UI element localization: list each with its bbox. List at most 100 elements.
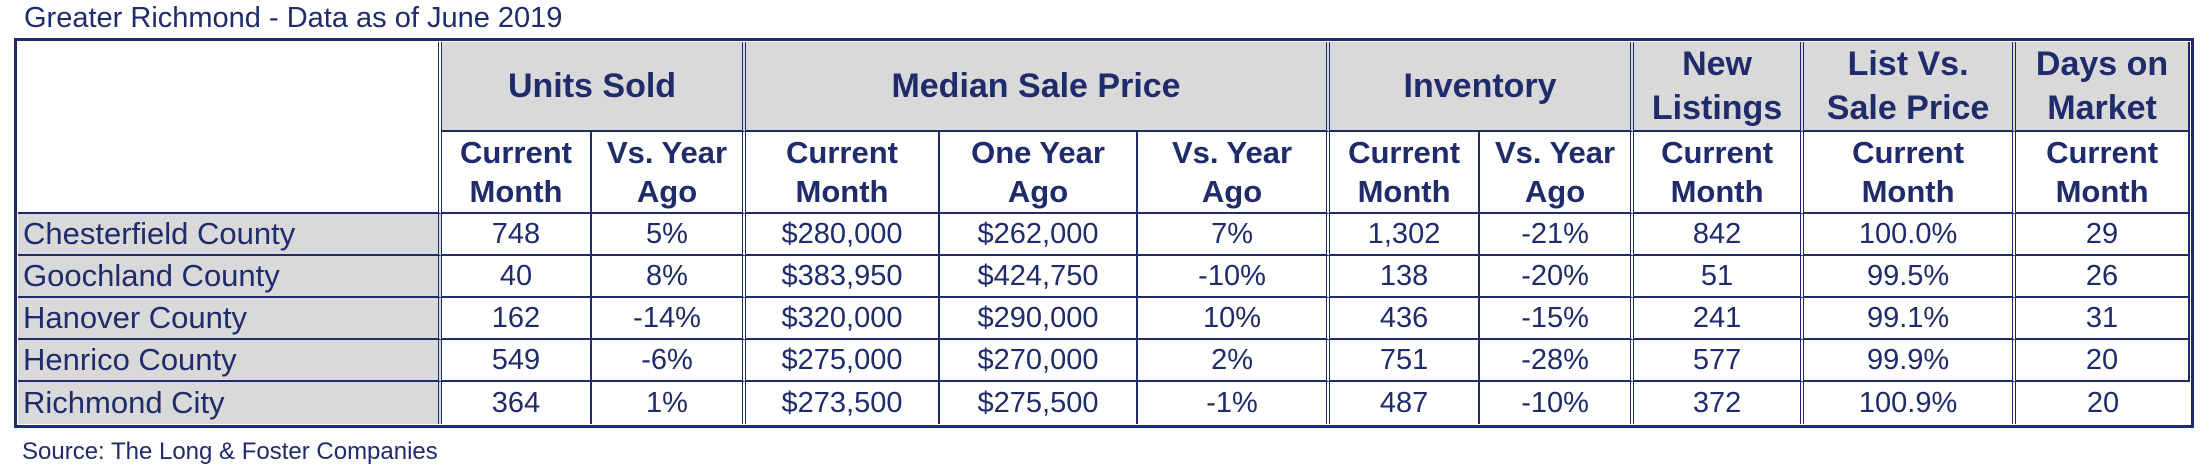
cell-inv-vs: -15%	[1480, 298, 1635, 340]
header-median-sale-price: Median Sale Price	[746, 42, 1331, 132]
cell-new-listings: 51	[1634, 256, 1805, 298]
cell-price-year-ago: $262,000	[940, 214, 1139, 256]
row-name: Richmond City	[18, 382, 442, 424]
subheader-text: Current	[786, 135, 898, 170]
subheader-dom-current: Current Month	[2016, 132, 2191, 214]
cell-units-vs: 5%	[592, 214, 747, 256]
cell-units-vs: 8%	[592, 256, 747, 298]
header-new-listings-line1: New	[1682, 45, 1753, 83]
cell-price-current: $273,500	[746, 382, 941, 424]
cell-dom: 20	[2086, 386, 2120, 419]
corner-header-cell	[18, 42, 442, 214]
row-name: Chesterfield County	[18, 214, 442, 256]
cell-price-current: $275,000	[746, 340, 941, 382]
cell-price-vs: -10%	[1138, 256, 1331, 298]
subheader-text: Month	[2055, 174, 2149, 209]
subheader-text: Month	[469, 174, 563, 209]
row-name: Goochland County	[18, 256, 442, 298]
subheader-price-current: Current Month	[746, 132, 941, 214]
subheader-inventory-current: Current Month	[1330, 132, 1481, 214]
header-units-sold: Units Sold	[442, 42, 747, 132]
cell-dom: 29	[2016, 214, 2191, 256]
header-days-on-market: Days on Market	[2016, 42, 2191, 132]
table-row: Chesterfield County 748 5% $280,000 $262…	[18, 214, 2191, 256]
subheader-text: Vs. Year	[606, 135, 728, 170]
source-note: Source: The Long & Foster Companies	[22, 438, 438, 465]
header-dom-line1: Days on	[2035, 45, 2169, 83]
cell-units-current: 364	[442, 382, 592, 424]
subheader-price-one-year-ago: One Year Ago	[940, 132, 1139, 214]
cell-new-listings: 577	[1634, 340, 1805, 382]
cell-inv-current: 751	[1330, 340, 1481, 382]
cell-list-vs-sale: 100.9%	[1804, 382, 2017, 424]
subheader-price-vs-year: Vs. Year Ago	[1138, 132, 1331, 214]
cell-price-year-ago: $270,000	[940, 340, 1139, 382]
cell-inv-vs: -21%	[1480, 214, 1635, 256]
cell-dom: 31	[2016, 298, 2191, 340]
cell-inv-current: 436	[1330, 298, 1481, 340]
cell-inv-current: 487	[1330, 382, 1481, 424]
cell-price-current: $383,950	[746, 256, 941, 298]
row-name: Henrico County	[18, 340, 442, 382]
cell-units-current: 549	[442, 340, 592, 382]
subheader-units-vs-year: Vs. Year Ago	[592, 132, 747, 214]
cell-list-vs-sale: 99.5%	[1804, 256, 2017, 298]
cell-price-vs: 2%	[1138, 340, 1331, 382]
page-title: Greater Richmond - Data as of June 2019	[24, 2, 563, 34]
subheader-text: Month	[1357, 174, 1451, 209]
cell-list-vs-sale: 99.1%	[1804, 298, 2017, 340]
cell-units-current: 748	[442, 214, 592, 256]
subheader-text: Vs. Year	[1171, 135, 1293, 170]
cell-price-vs: 10%	[1138, 298, 1331, 340]
cell-new-listings: 842	[1634, 214, 1805, 256]
subheader-text: Month	[795, 174, 889, 209]
cell-list-vs-sale: 99.9%	[1804, 340, 2017, 382]
cell-new-listings: 241	[1634, 298, 1805, 340]
market-data-table: Units Sold Median Sale Price Inventory N…	[18, 42, 2191, 424]
subheader-text: Current	[460, 135, 572, 170]
cell-inv-vs: -10%	[1480, 382, 1635, 424]
cell-dom: 20	[2016, 340, 2191, 382]
subheader-text: Month	[1670, 174, 1764, 209]
header-inventory: Inventory	[1330, 42, 1635, 132]
header-dom-line2: Market	[2047, 89, 2157, 127]
subheader-inventory-vs-year: Vs. Year Ago	[1480, 132, 1635, 214]
header-list-vs-sale-line2: Sale Price	[1826, 89, 1990, 127]
table-row: Richmond City 364 1% $273,500 $275,500 -…	[18, 382, 2190, 424]
subheader-list-vs-sale-current: Current Month	[1804, 132, 2017, 214]
cell-price-vs: -1%	[1138, 382, 1331, 424]
header-list-vs-sale: List Vs. Sale Price	[1804, 42, 2017, 132]
subheader-text: Current	[1852, 135, 1965, 170]
cell-inv-vs: -28%	[1480, 340, 1635, 382]
subheader-text: Ago	[1007, 174, 1069, 209]
cell-new-listings: 372	[1634, 382, 1805, 424]
subheader-units-current: Current Month	[442, 132, 592, 214]
cell-dom: 26	[2016, 256, 2191, 298]
cell-price-year-ago: $275,500	[940, 382, 1139, 424]
header-list-vs-sale-line1: List Vs.	[1847, 45, 1969, 83]
table-row: Hanover County 162 -14% $320,000 $290,00…	[18, 298, 2191, 340]
header-new-listings: New Listings	[1634, 42, 1805, 132]
subheader-text: Month	[1861, 174, 1955, 209]
subheader-text: Ago	[1524, 174, 1586, 209]
subheader-new-listings-current: Current Month	[1634, 132, 1805, 214]
subheader-text: Current	[1661, 135, 1774, 170]
cell-inv-vs: -20%	[1480, 256, 1635, 298]
cell-price-year-ago: $290,000	[940, 298, 1139, 340]
cell-units-current: 162	[442, 298, 592, 340]
cell-inv-current: 138	[1330, 256, 1481, 298]
cell-list-vs-sale: 100.0%	[1804, 214, 2017, 256]
table-row: Henrico County 549 -6% $275,000 $270,000…	[18, 340, 2191, 382]
cell-inv-current: 1,302	[1330, 214, 1481, 256]
subheader-text: Vs. Year	[1495, 135, 1616, 170]
cell-units-vs: -14%	[592, 298, 747, 340]
cell-price-current: $320,000	[746, 298, 941, 340]
row-name: Hanover County	[18, 298, 442, 340]
subheader-text: Ago	[636, 174, 698, 209]
subheader-text: Ago	[1201, 174, 1263, 209]
cell-price-year-ago: $424,750	[940, 256, 1139, 298]
table-frame	[14, 38, 2194, 428]
cell-units-vs: 1%	[592, 382, 747, 424]
cell-price-current: $280,000	[746, 214, 941, 256]
table-row: Goochland County 40 8% $383,950 $424,750…	[18, 256, 2191, 298]
